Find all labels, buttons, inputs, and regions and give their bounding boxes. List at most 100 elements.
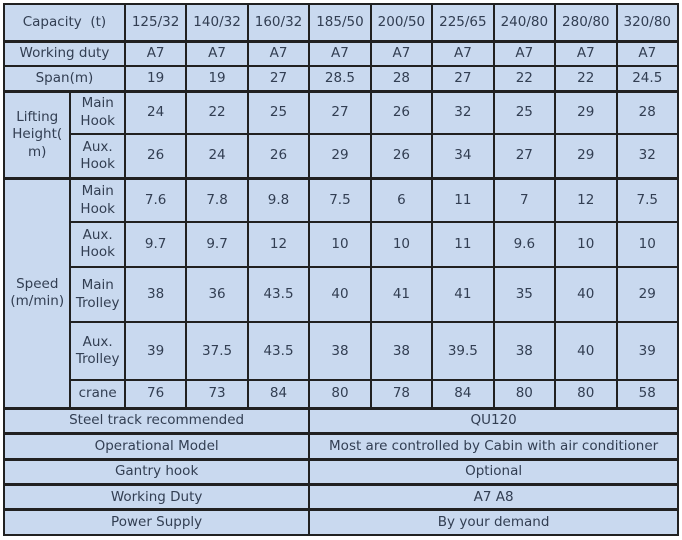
spec-cell: 43.5 [246,265,311,324]
capacity-header-row: Capacity (t) 125/32 140/32 160/32 185/50… [3,2,679,43]
capacity-col-header: 320/80 [615,2,679,43]
sub-label-aux-hook: Aux. Hook [69,133,126,180]
spec-cell: A7 [308,39,372,68]
spec-cell: 41 [431,265,495,324]
spec-cell: 37.5 [185,321,249,382]
spec-cell: 38 [492,321,557,382]
footer-value-power-supply: By your demand [308,508,679,537]
spec-cell: 25 [246,89,311,136]
spec-cell: 22 [492,65,557,93]
footer-value-steel-track: QU120 [308,406,679,435]
capacity-col-header: 125/32 [123,2,188,43]
spec-cell: 32 [615,133,679,180]
spec-cell: 10 [554,221,618,268]
spec-cell: 78 [369,379,434,410]
footer-label-gantry-hook: Gantry hook [2,457,311,486]
spec-cell: 6 [369,177,434,224]
operational-model-row: Operational Model Most are controlled by… [2,432,679,461]
spec-cell: 40 [308,265,372,324]
speed-main-hook-row: Speed (m/min) Main Hook 7.6 7.8 9.8 7.5 … [2,177,679,410]
spec-cell: 24 [123,89,188,136]
footer-value-working-duty: A7 A8 [308,483,679,512]
spec-cell: 22 [554,65,618,93]
spec-cell: A7 [123,39,188,68]
spec-cell: 26 [369,89,434,136]
power-supply-row: Power Supply By your demand [2,508,679,537]
spec-cell: 7 [492,177,557,224]
spec-cell: 32 [431,89,495,136]
spec-cell: 40 [554,321,618,382]
working-duty-footer-row: Working Duty A7 A8 [2,483,679,512]
spec-cell: 34 [431,133,495,180]
footer-label-steel-track: Steel track recommended [2,406,311,435]
working-duty-row: Working duty A7 A7 A7 A7 A7 A7 A7 A7 A7 [3,39,679,68]
spec-cell: 76 [123,379,188,410]
spec-cell: A7 [492,39,557,68]
spec-cell: 10 [308,221,372,268]
sub-label-crane: crane [69,379,126,410]
spec-cell: 26 [246,133,311,180]
spec-cell: 11 [431,177,495,224]
gantry-hook-row: Gantry hook Optional [2,457,679,486]
spec-cell: 27 [431,65,495,93]
spec-cell: 27 [492,133,557,180]
spec-cell: A7 [554,39,618,68]
sub-label-main-hook: Main Hook [69,89,126,136]
spec-cell: A7 [246,39,311,68]
capacity-col-header: 200/50 [369,2,434,43]
spec-cell: 26 [369,133,434,180]
row-label-working-duty: Working duty [3,39,126,68]
capacity-col-header: 160/32 [246,2,311,43]
spec-cell: 27 [308,89,372,136]
speed-aux-hook-row: Aux. Hook 9.7 9.7 12 10 10 11 9.6 10 10 [4,221,679,268]
footer-label-working-duty: Working Duty [2,483,311,512]
spec-cell: 29 [615,265,679,324]
spec-cell: 40 [554,265,618,324]
spec-cell: A7 [369,39,434,68]
spec-cell: 12 [246,221,311,268]
spec-cell: 24.5 [615,65,679,93]
spec-cell: 10 [615,221,679,268]
footer-label-operational-model: Operational Model [2,432,311,461]
capacity-col-header: 280/80 [554,2,618,43]
spec-cell: 28 [369,65,434,93]
capacity-col-header: 140/32 [185,2,249,43]
speed-aux-trolley-row: Aux. Trolley 39 37.5 43.5 38 38 39.5 38 … [4,321,679,382]
spec-cell: 39.5 [431,321,495,382]
steel-track-row: Steel track recommended QU120 [2,406,679,435]
spec-cell: 41 [369,265,434,324]
spec-cell: 38 [369,321,434,382]
spec-cell: 26 [123,133,188,180]
spec-cell: 19 [185,65,249,93]
row-label-capacity: Capacity (t) [3,2,126,43]
spec-cell: 73 [185,379,249,410]
sub-label-aux-trolley: Aux. Trolley [69,321,126,382]
capacity-col-header: 225/65 [431,2,495,43]
spec-cell: 27 [246,65,311,93]
spec-cell: 38 [308,321,372,382]
spec-cell: 19 [123,65,188,93]
footer-value-gantry-hook: Optional [308,457,679,486]
capacity-col-header: 185/50 [308,2,372,43]
spec-cell: 80 [554,379,618,410]
spec-cell: 80 [492,379,557,410]
span-row: Span(m) 19 19 27 28.5 28 27 22 22 24.5 [3,65,679,93]
spec-cell: 84 [246,379,311,410]
spec-cell: 9.7 [185,221,249,268]
sub-label-aux-hook: Aux. Hook [69,221,126,268]
spec-cell: 39 [615,321,679,382]
spec-cell: 22 [185,89,249,136]
group-label-lifting-height: Lifting Height(m) [2,89,72,180]
spec-cell: 9.7 [123,221,188,268]
spec-cell: 7.8 [185,177,249,224]
group-label-speed: Speed (m/min) [2,177,72,410]
spec-cell: 58 [615,379,679,410]
row-label-span: Span(m) [3,65,126,93]
spec-cell: A7 [431,39,495,68]
spec-cell: 28.5 [308,65,372,93]
speed-crane-row: crane 76 73 84 80 78 84 80 80 58 [4,379,679,410]
capacity-col-header: 240/80 [492,2,557,43]
spec-cell: 29 [554,133,618,180]
spec-cell: 80 [308,379,372,410]
